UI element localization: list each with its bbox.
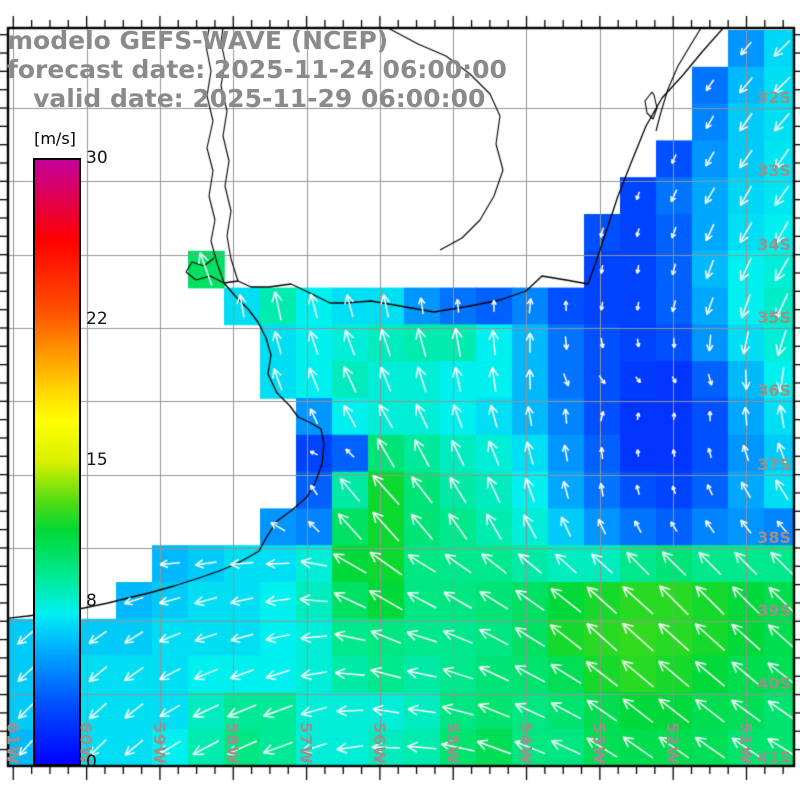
colorbar-unit-label: [m/s] — [34, 129, 76, 148]
latitude-label: 37S — [757, 454, 791, 474]
longitude-label: 60W — [76, 722, 96, 765]
longitude-label: 53W — [589, 722, 609, 765]
longitude-label: 55W — [443, 722, 463, 765]
longitude-label: 54W — [516, 722, 536, 765]
colorbar-tick-label: 15 — [86, 450, 108, 470]
longitude-label: 52W — [663, 722, 682, 765]
longitude-label: 51W — [736, 722, 756, 765]
colorbar-tick-label: 0 — [86, 752, 97, 772]
latitude-label: 32S — [757, 88, 791, 107]
colorbar-tick-label: 8 — [86, 590, 97, 611]
latitude-label: 34S — [757, 234, 791, 254]
longitude-label: 58W — [223, 722, 243, 765]
latitude-label: 36S — [757, 381, 791, 401]
latitude-label: 39S — [757, 601, 791, 621]
latitude-label: 38S — [757, 527, 791, 547]
longitude-label: 61W — [3, 722, 23, 765]
longitude-label: 59W — [149, 722, 169, 765]
latitude-label: 41S — [757, 747, 791, 767]
latitude-label: 35S — [757, 307, 791, 327]
longitude-label: 56W — [369, 722, 389, 765]
colorbar-tick-label: 22 — [86, 309, 108, 330]
latitude-label: 33S — [757, 161, 791, 181]
latitude-label: 40S — [757, 674, 791, 694]
colorbar-tick-label: 30 — [86, 148, 108, 168]
colorbar — [33, 158, 81, 766]
longitude-label: 57W — [296, 722, 316, 765]
